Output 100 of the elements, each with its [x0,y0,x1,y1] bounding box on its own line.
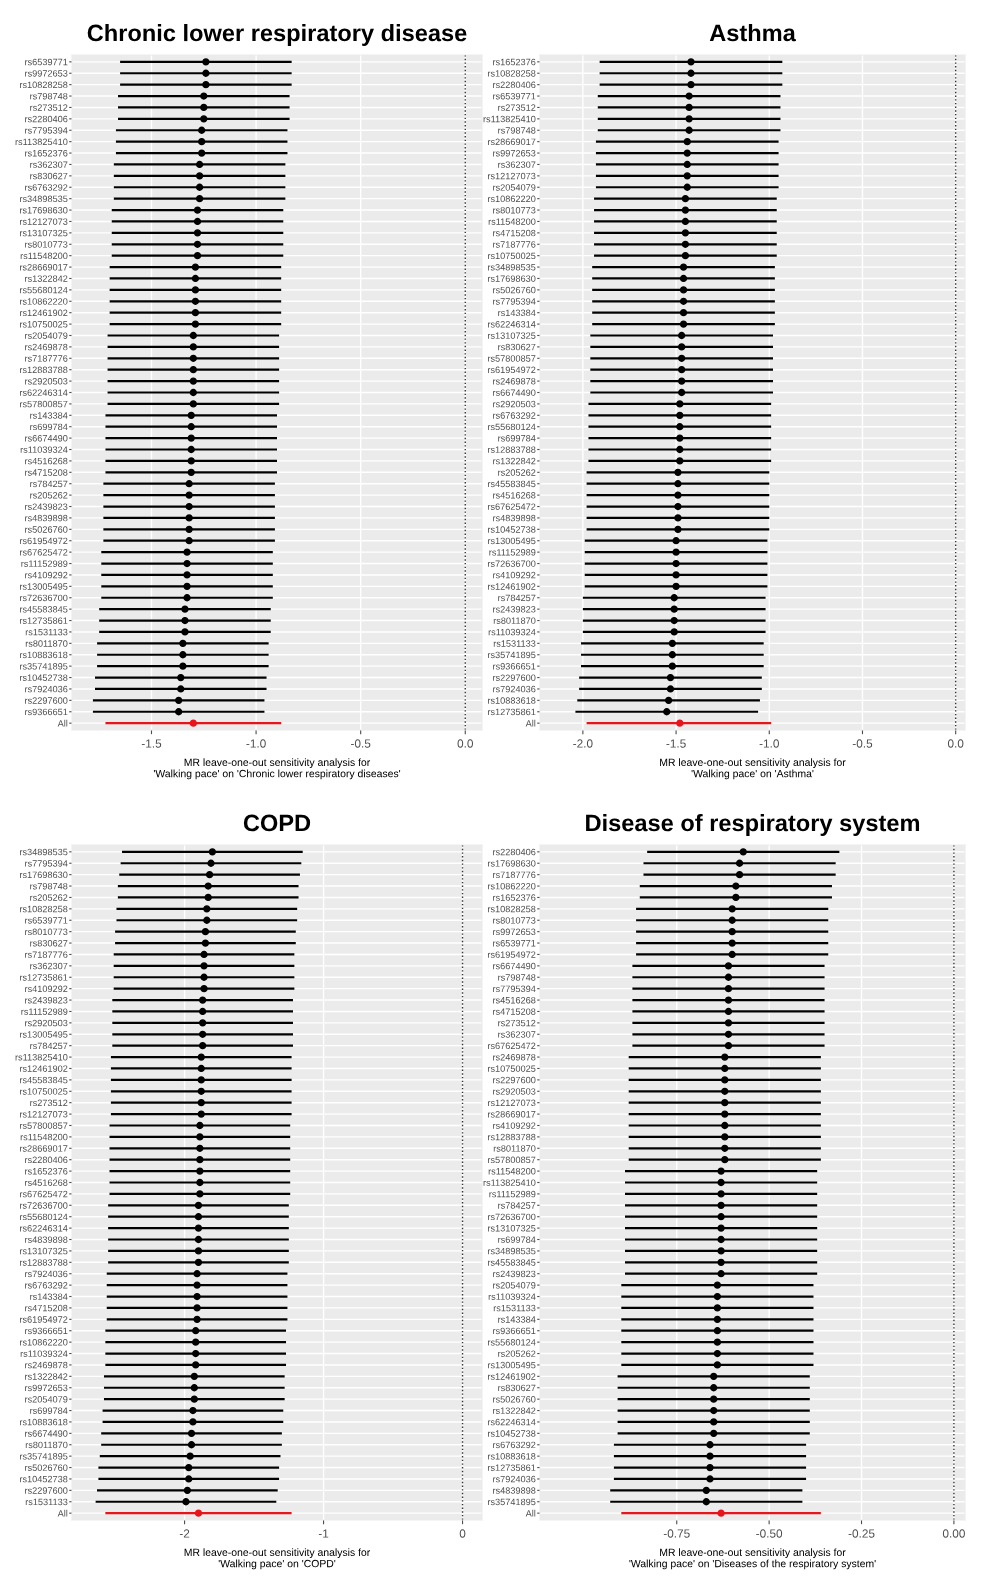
y-tick-label: rs13107325 [20,1247,68,1255]
point [185,514,193,522]
point [666,673,675,682]
point [717,1270,725,1278]
point [728,928,736,936]
y-tick-label: rs2054079 [25,332,68,339]
y-tick-label: rs784257 [498,594,536,602]
x-axis-title: MR leave-one-out sensitivity analysis for 'Walking pace' on 'Chronic lower respiratory diseases' [153,758,401,780]
point [672,582,680,590]
point [191,297,200,305]
point [198,138,206,146]
point [196,1178,204,1187]
point [194,1235,203,1244]
y-tick-label: rs9366651 [25,708,68,716]
y-tick-label: rs45583845 [488,480,536,488]
point [189,354,197,362]
point [193,1292,201,1301]
point [185,525,193,533]
point [181,616,189,625]
x-tick-label: -1.5 [141,739,162,748]
x-tick-label: -1.0 [759,739,779,748]
y-tick-label: rs11548200 [20,252,68,260]
point [192,1338,200,1346]
point [205,871,214,879]
point [194,1258,203,1266]
point [713,1327,722,1335]
point [717,1224,725,1232]
point [197,1099,205,1107]
point [186,1452,194,1460]
point [710,1384,718,1392]
y-tick-label: rs9366651 [493,1327,536,1335]
point [672,571,680,579]
point [721,1053,729,1061]
y-tick-label: rs61954972 [20,1316,68,1323]
point [189,400,197,408]
point [728,916,736,924]
y-tick-label: rs6539771 [25,58,68,66]
y-tick-label: rs2297600 [493,1076,536,1084]
y-tick-label: rs9972653 [25,70,68,77]
y-tick-label: rs12735861 [488,1464,536,1471]
point [191,286,200,294]
point [674,491,682,499]
point [728,950,736,959]
point [187,423,195,431]
point [728,905,736,913]
y-tick-label: rs10750025 [20,1088,68,1095]
x-tick-label: -1.0 [246,739,266,748]
point [201,928,210,936]
point [676,719,684,727]
point [179,639,187,647]
point [193,252,202,260]
y-tick-label: rs9366651 [25,1327,68,1335]
y-tick-label: rs113825410 [483,115,536,123]
y-tick-label: rs7924036 [25,685,68,693]
y-tick-label: rs2054079 [25,1396,68,1403]
y-tick-label: rs72636700 [20,594,68,602]
y-tick-label: rs10862220 [20,1339,68,1346]
point [668,662,676,670]
point [196,1144,204,1152]
point [721,1156,729,1164]
y-tick-label: rs10828258 [488,905,536,913]
point [201,939,210,947]
point [702,1486,710,1495]
point [717,1235,725,1244]
point [183,1486,191,1495]
y-tick-label: rs830627 [498,1384,536,1392]
y-tick-label: rs113825410 [15,1054,68,1061]
point [706,1441,714,1449]
point [199,1042,207,1050]
point [683,138,691,146]
point [204,882,212,890]
y-tick-label: rs62246314 [488,321,536,328]
y-tick-label: rs35741895 [488,651,536,659]
point [179,651,187,659]
y-tick-label: rs10862220 [20,298,68,305]
y-tick-label: rs2439823 [25,996,68,1004]
point [724,1042,733,1050]
y-tick-label: rs12735861 [20,617,68,624]
y-tick-label: rs13005495 [20,583,68,590]
point [670,605,678,613]
point [175,696,183,704]
point [676,457,684,465]
point [676,445,684,454]
point [676,423,684,431]
y-tick-label: rs2280406 [493,848,536,856]
y-tick-label: rs830627 [30,172,68,180]
y-tick-label: rs4715208 [493,229,536,237]
y-tick-label: rs72636700 [488,1213,536,1221]
point [195,183,204,191]
y-tick-label: rs4715208 [25,469,68,476]
y-tick-label: rs5026760 [493,1396,536,1403]
y-tick-label: rs45583845 [20,606,68,613]
y-tick-label: rs784257 [498,1202,536,1209]
chart-title: COPD [243,814,311,832]
point [681,229,690,237]
y-tick-label: rs4839898 [25,514,68,522]
y-tick-label: rs34898535 [488,1247,536,1255]
y-tick-label: rs11548200 [20,1133,68,1141]
y-tick-label: rs12883788 [488,446,536,453]
y-tick-label: rs12883788 [20,366,68,374]
